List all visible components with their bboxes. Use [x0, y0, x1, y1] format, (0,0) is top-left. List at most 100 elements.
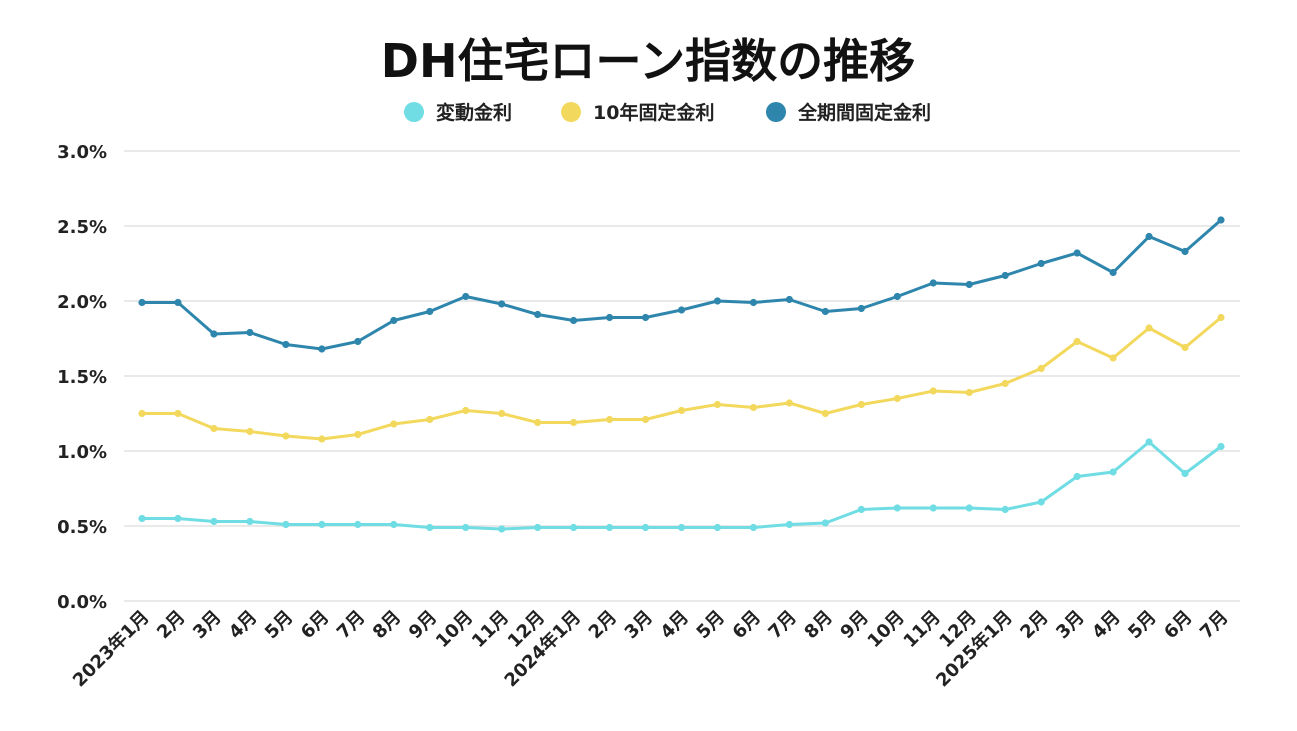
data-point [318, 345, 326, 353]
x-tick-label: 4月 [1088, 607, 1124, 643]
x-tick-label: 5月 [693, 607, 729, 643]
data-point [354, 337, 362, 346]
data-point [570, 523, 578, 532]
data-point [821, 519, 829, 527]
data-point [354, 430, 362, 439]
y-tick-label: 2.5% [57, 217, 107, 238]
legend-marker [404, 102, 424, 122]
data-point [210, 424, 218, 433]
data-point [174, 409, 182, 418]
data-point [821, 307, 829, 316]
data-point [749, 523, 758, 532]
x-tick-label: 6月 [297, 607, 333, 643]
data-point [1037, 498, 1045, 506]
data-point [210, 517, 218, 526]
data-point [210, 330, 218, 338]
series-line [142, 316, 1222, 441]
data-point [1181, 247, 1189, 256]
data-point [318, 435, 326, 443]
data-point [1001, 271, 1009, 280]
data-point [1145, 232, 1153, 241]
data-point [893, 504, 901, 512]
gridlines [124, 150, 1240, 602]
data-point [1073, 337, 1081, 346]
data-point [390, 316, 398, 325]
data-point [138, 514, 146, 523]
data-point [174, 514, 182, 523]
data-point [1001, 505, 1009, 514]
y-tick-label: 1.0% [57, 442, 107, 463]
data-point [1109, 268, 1117, 277]
data-point [677, 523, 686, 532]
x-tick-label: 7月 [333, 607, 369, 643]
x-tick-label: 11月 [468, 607, 513, 652]
data-point [785, 295, 794, 304]
data-point [929, 504, 937, 512]
data-point [857, 505, 865, 514]
data-point [965, 280, 973, 289]
data-point [390, 520, 398, 529]
data-point [713, 400, 722, 409]
data-point [749, 298, 758, 307]
x-tick-label: 3月 [621, 607, 657, 643]
data-point [534, 310, 542, 319]
data-point [1217, 313, 1225, 322]
data-point [246, 517, 254, 526]
y-tick-label: 3.0% [57, 142, 107, 163]
data-point [138, 298, 146, 307]
x-tick-label: 6月 [729, 607, 765, 643]
data-point [1217, 442, 1225, 451]
data-point [534, 523, 542, 532]
data-point [893, 292, 901, 301]
x-tick-label: 4月 [657, 607, 693, 643]
y-axis-ticks: 0.0% 0.5% 1.0% 1.5% 2.0% 2.5% 3.0% [57, 142, 107, 613]
data-point [929, 279, 937, 287]
series-group [138, 216, 1225, 533]
x-tick-label: 2月 [153, 607, 189, 643]
series-line [142, 218, 1222, 351]
x-tick-label: 8月 [369, 607, 405, 643]
data-point [498, 525, 506, 533]
data-point [1001, 379, 1009, 388]
data-point [570, 418, 578, 427]
data-point [1037, 259, 1045, 268]
data-point [282, 340, 290, 349]
data-point [174, 298, 182, 307]
data-point [282, 432, 290, 440]
data-point [1145, 324, 1153, 332]
data-point [462, 523, 470, 532]
series-line [142, 440, 1222, 531]
data-point [426, 415, 434, 424]
series-1 [138, 313, 1225, 443]
data-point [785, 399, 794, 407]
data-point [1145, 438, 1153, 446]
data-point [1181, 469, 1189, 478]
data-point [1217, 216, 1225, 224]
data-point [1073, 472, 1081, 481]
y-tick-label: 0.5% [57, 517, 107, 538]
data-point [641, 415, 650, 424]
x-tick-label: 7月 [764, 607, 800, 643]
data-point [929, 387, 937, 395]
data-point [857, 400, 865, 409]
x-tick-label: 7月 [1196, 607, 1232, 643]
y-tick-label: 1.5% [57, 367, 107, 388]
data-point [677, 406, 686, 415]
series-0 [138, 438, 1225, 533]
x-tick-label: 3月 [189, 607, 225, 643]
legend-label: 変動金利 [436, 101, 512, 124]
x-tick-label: 2023年1月 [68, 606, 153, 691]
data-point [570, 316, 578, 325]
data-point [641, 313, 650, 322]
legend-label: 10年固定金利 [593, 101, 714, 124]
chart-title: DH住宅ローン指数の推移 [381, 34, 915, 88]
data-point [1109, 468, 1117, 476]
x-tick-label: 6月 [1160, 607, 1196, 643]
legend-marker [561, 102, 581, 122]
data-point [318, 520, 326, 529]
data-point [893, 394, 901, 403]
legend-marker [766, 102, 786, 122]
data-point [965, 388, 973, 397]
data-point [713, 297, 722, 305]
